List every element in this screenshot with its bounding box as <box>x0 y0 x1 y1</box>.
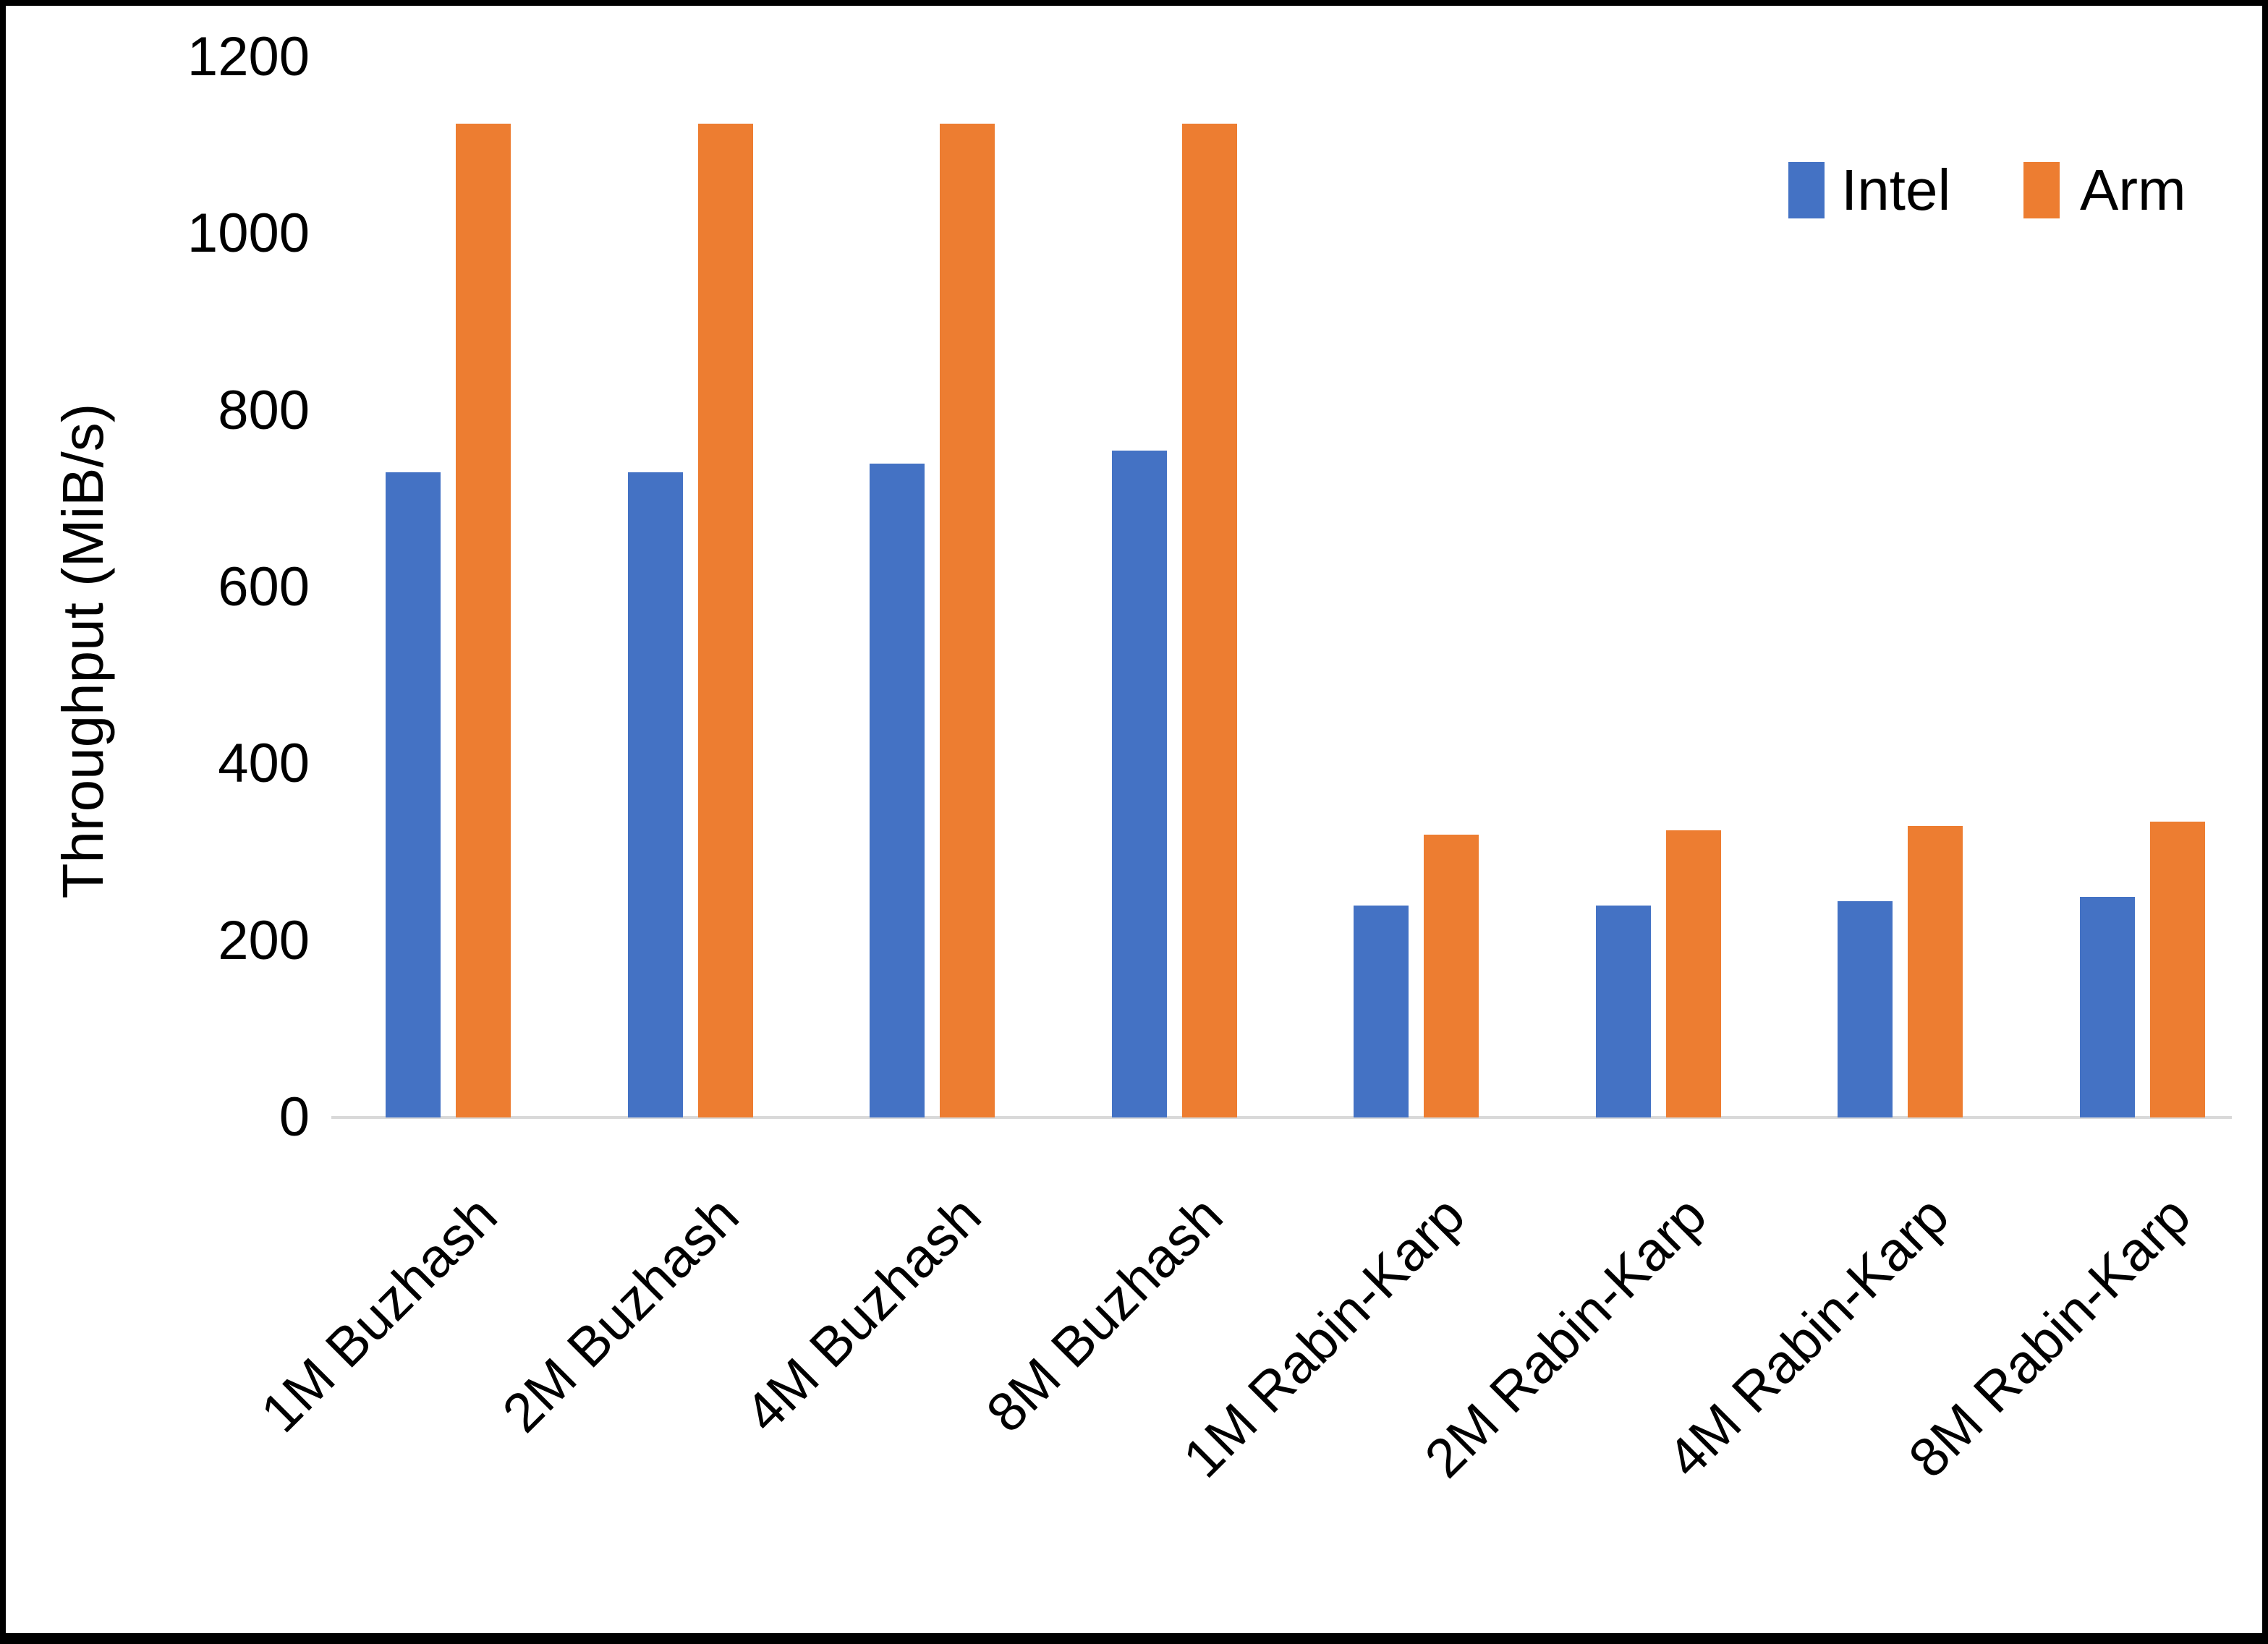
bar-intel-4m-rabin-karp <box>1838 901 1893 1117</box>
legend-label-intel: Intel <box>1841 158 1951 222</box>
legend-swatch-arm <box>2023 162 2060 218</box>
y-tick-label-800: 800 <box>218 379 310 441</box>
bar-intel-1m-buzhash <box>386 472 441 1117</box>
legend-label-arm: Arm <box>2080 158 2186 222</box>
x-axis-line <box>331 1116 2232 1119</box>
bar-intel-4m-buzhash <box>870 464 925 1117</box>
bar-arm-4m-buzhash <box>940 124 995 1117</box>
y-tick-label-200: 200 <box>218 909 310 971</box>
y-axis-title: Throughput (MiB/s) <box>51 403 115 899</box>
y-tick-label-1200: 1200 <box>187 26 310 88</box>
bar-arm-2m-rabin-karp <box>1666 830 1721 1117</box>
bottom-border-bar <box>0 1633 2268 1644</box>
bar-intel-8m-rabin-karp <box>2080 897 2135 1117</box>
bar-intel-2m-rabin-karp <box>1596 906 1651 1117</box>
x-category-label-4m-buzhash: 4M Buzhash <box>733 1184 993 1444</box>
bar-arm-8m-rabin-karp <box>2150 822 2205 1117</box>
x-category-label-8m-buzhash: 8M Buzhash <box>974 1184 1235 1444</box>
bar-arm-1m-rabin-karp <box>1424 835 1479 1117</box>
bar-arm-2m-buzhash <box>698 124 753 1117</box>
bar-intel-8m-buzhash <box>1112 451 1167 1117</box>
bar-arm-4m-rabin-karp <box>1908 826 1963 1117</box>
legend-swatch-intel <box>1788 162 1825 218</box>
y-tick-label-0: 0 <box>279 1086 310 1148</box>
bar-intel-2m-buzhash <box>628 472 683 1117</box>
bar-arm-8m-buzhash <box>1182 124 1237 1117</box>
y-tick-label-400: 400 <box>218 733 310 795</box>
y-tick-label-600: 600 <box>218 556 310 618</box>
y-tick-label-1000: 1000 <box>187 203 310 265</box>
x-category-label-1m-buzhash: 1M Buzhash <box>249 1184 509 1444</box>
bar-arm-1m-buzhash <box>456 124 511 1117</box>
x-category-label-2m-buzhash: 2M Buzhash <box>490 1184 751 1444</box>
bar-intel-1m-rabin-karp <box>1354 906 1409 1117</box>
